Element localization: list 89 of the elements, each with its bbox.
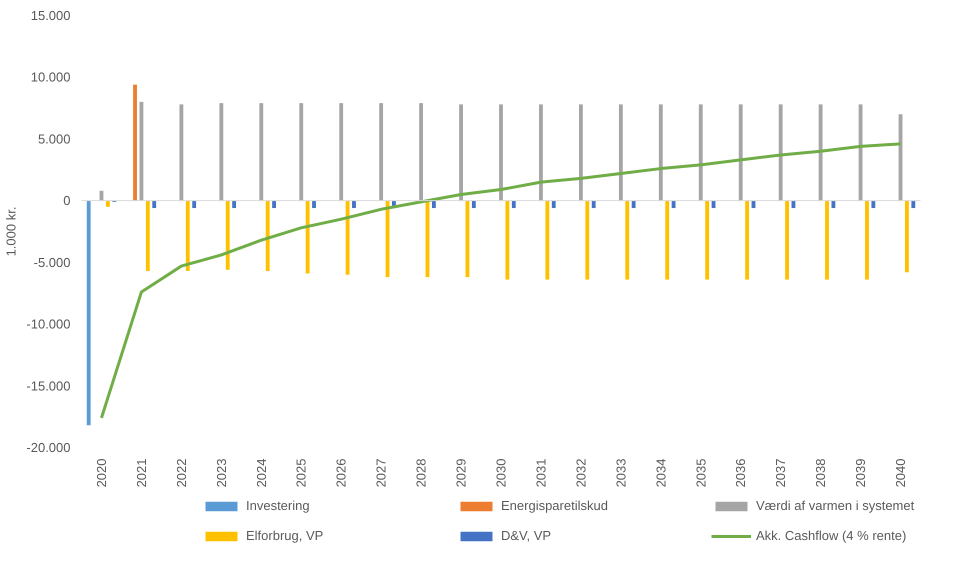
bar — [472, 200, 476, 208]
x-tick-label: 2030 — [494, 458, 508, 488]
bar — [505, 200, 510, 280]
bar — [312, 200, 316, 208]
bar — [585, 200, 590, 280]
bar — [100, 190, 104, 201]
x-tick-label: 2024 — [254, 458, 269, 488]
bar — [339, 103, 344, 201]
x-tick-label: 2038 — [813, 458, 828, 488]
bar — [432, 200, 436, 208]
bar — [106, 200, 110, 207]
bar — [665, 200, 670, 280]
bar — [386, 200, 390, 278]
y-axis-title: 1.000 kr. — [3, 206, 18, 256]
x-tick-label: 2039 — [853, 458, 868, 488]
y-tick-label: -10.000 — [26, 316, 71, 332]
x-tick-label: 2023 — [214, 458, 229, 488]
bar — [792, 200, 796, 208]
bar — [140, 102, 144, 201]
bar — [831, 200, 836, 208]
y-tick-label: 15.000 — [30, 8, 71, 23]
bar — [785, 200, 789, 280]
bar — [272, 200, 276, 208]
y-tick-label: -5.000 — [34, 254, 71, 270]
bar — [825, 200, 829, 280]
bar — [871, 200, 876, 208]
bar — [179, 104, 184, 201]
bar — [578, 104, 583, 201]
x-tick-label: 2028 — [414, 458, 429, 488]
legend-label: Investering — [246, 498, 311, 513]
x-tick-label: 2037 — [773, 458, 788, 488]
bar — [346, 200, 350, 275]
x-tick-label: 2034 — [653, 458, 668, 488]
legend-label: Akk. Cashflow (4 % rente) — [756, 528, 908, 543]
legend-label: Værdi af varmen i systemet — [756, 498, 916, 513]
x-tick-label: 2022 — [174, 458, 189, 488]
bar — [499, 104, 503, 201]
x-tick-label: 2036 — [733, 458, 748, 488]
bar — [705, 200, 710, 280]
bar — [299, 103, 304, 201]
bar — [219, 103, 224, 201]
y-tick-label: 10.000 — [30, 70, 71, 85]
y-tick-label: 5.000 — [38, 131, 71, 146]
x-tick-label: 2029 — [454, 458, 469, 488]
bar — [632, 200, 636, 208]
bar — [146, 200, 150, 271]
x-tick-label: 2033 — [613, 458, 628, 488]
bar — [865, 200, 869, 280]
bar — [898, 114, 902, 201]
x-tick-label: 2040 — [893, 458, 908, 488]
x-tick-label: 2020 — [94, 458, 109, 488]
legend-label: Elforbrug, VP — [246, 528, 324, 543]
x-tick-label: 2035 — [693, 458, 708, 488]
x-tick-label: 2021 — [134, 458, 149, 488]
bar — [419, 103, 424, 201]
y-tick-label: -15.000 — [26, 378, 71, 394]
x-tick-label: 2025 — [294, 458, 309, 488]
bar — [818, 104, 823, 201]
bar — [752, 200, 756, 208]
x-tick-label: 2032 — [573, 458, 588, 488]
x-tick-label: 2027 — [374, 458, 389, 488]
bar — [352, 200, 356, 208]
line-series — [100, 142, 902, 420]
bar — [133, 84, 137, 201]
y-tick-label: 0 — [63, 193, 71, 208]
bar — [466, 200, 470, 278]
bar — [232, 200, 236, 208]
bar — [905, 200, 909, 272]
bar — [625, 200, 630, 280]
bar — [618, 104, 623, 201]
bar — [672, 200, 676, 208]
bar — [379, 103, 384, 201]
bar — [778, 104, 783, 201]
bar — [545, 200, 550, 280]
legend-label: Energisparetilskud — [501, 498, 609, 513]
legend-label: D&V, VP — [501, 528, 552, 543]
bar — [86, 200, 91, 426]
bar — [858, 104, 862, 201]
bar — [426, 200, 430, 278]
y-tick-label: -20.000 — [26, 440, 71, 455]
x-tick-label: 2026 — [334, 458, 349, 488]
bar — [306, 200, 310, 274]
bar — [459, 104, 463, 201]
bar — [539, 104, 543, 201]
x-tick-label: 2031 — [533, 458, 548, 488]
bar — [712, 200, 716, 208]
bar — [192, 200, 196, 208]
bar — [745, 200, 750, 280]
bar — [259, 103, 264, 201]
